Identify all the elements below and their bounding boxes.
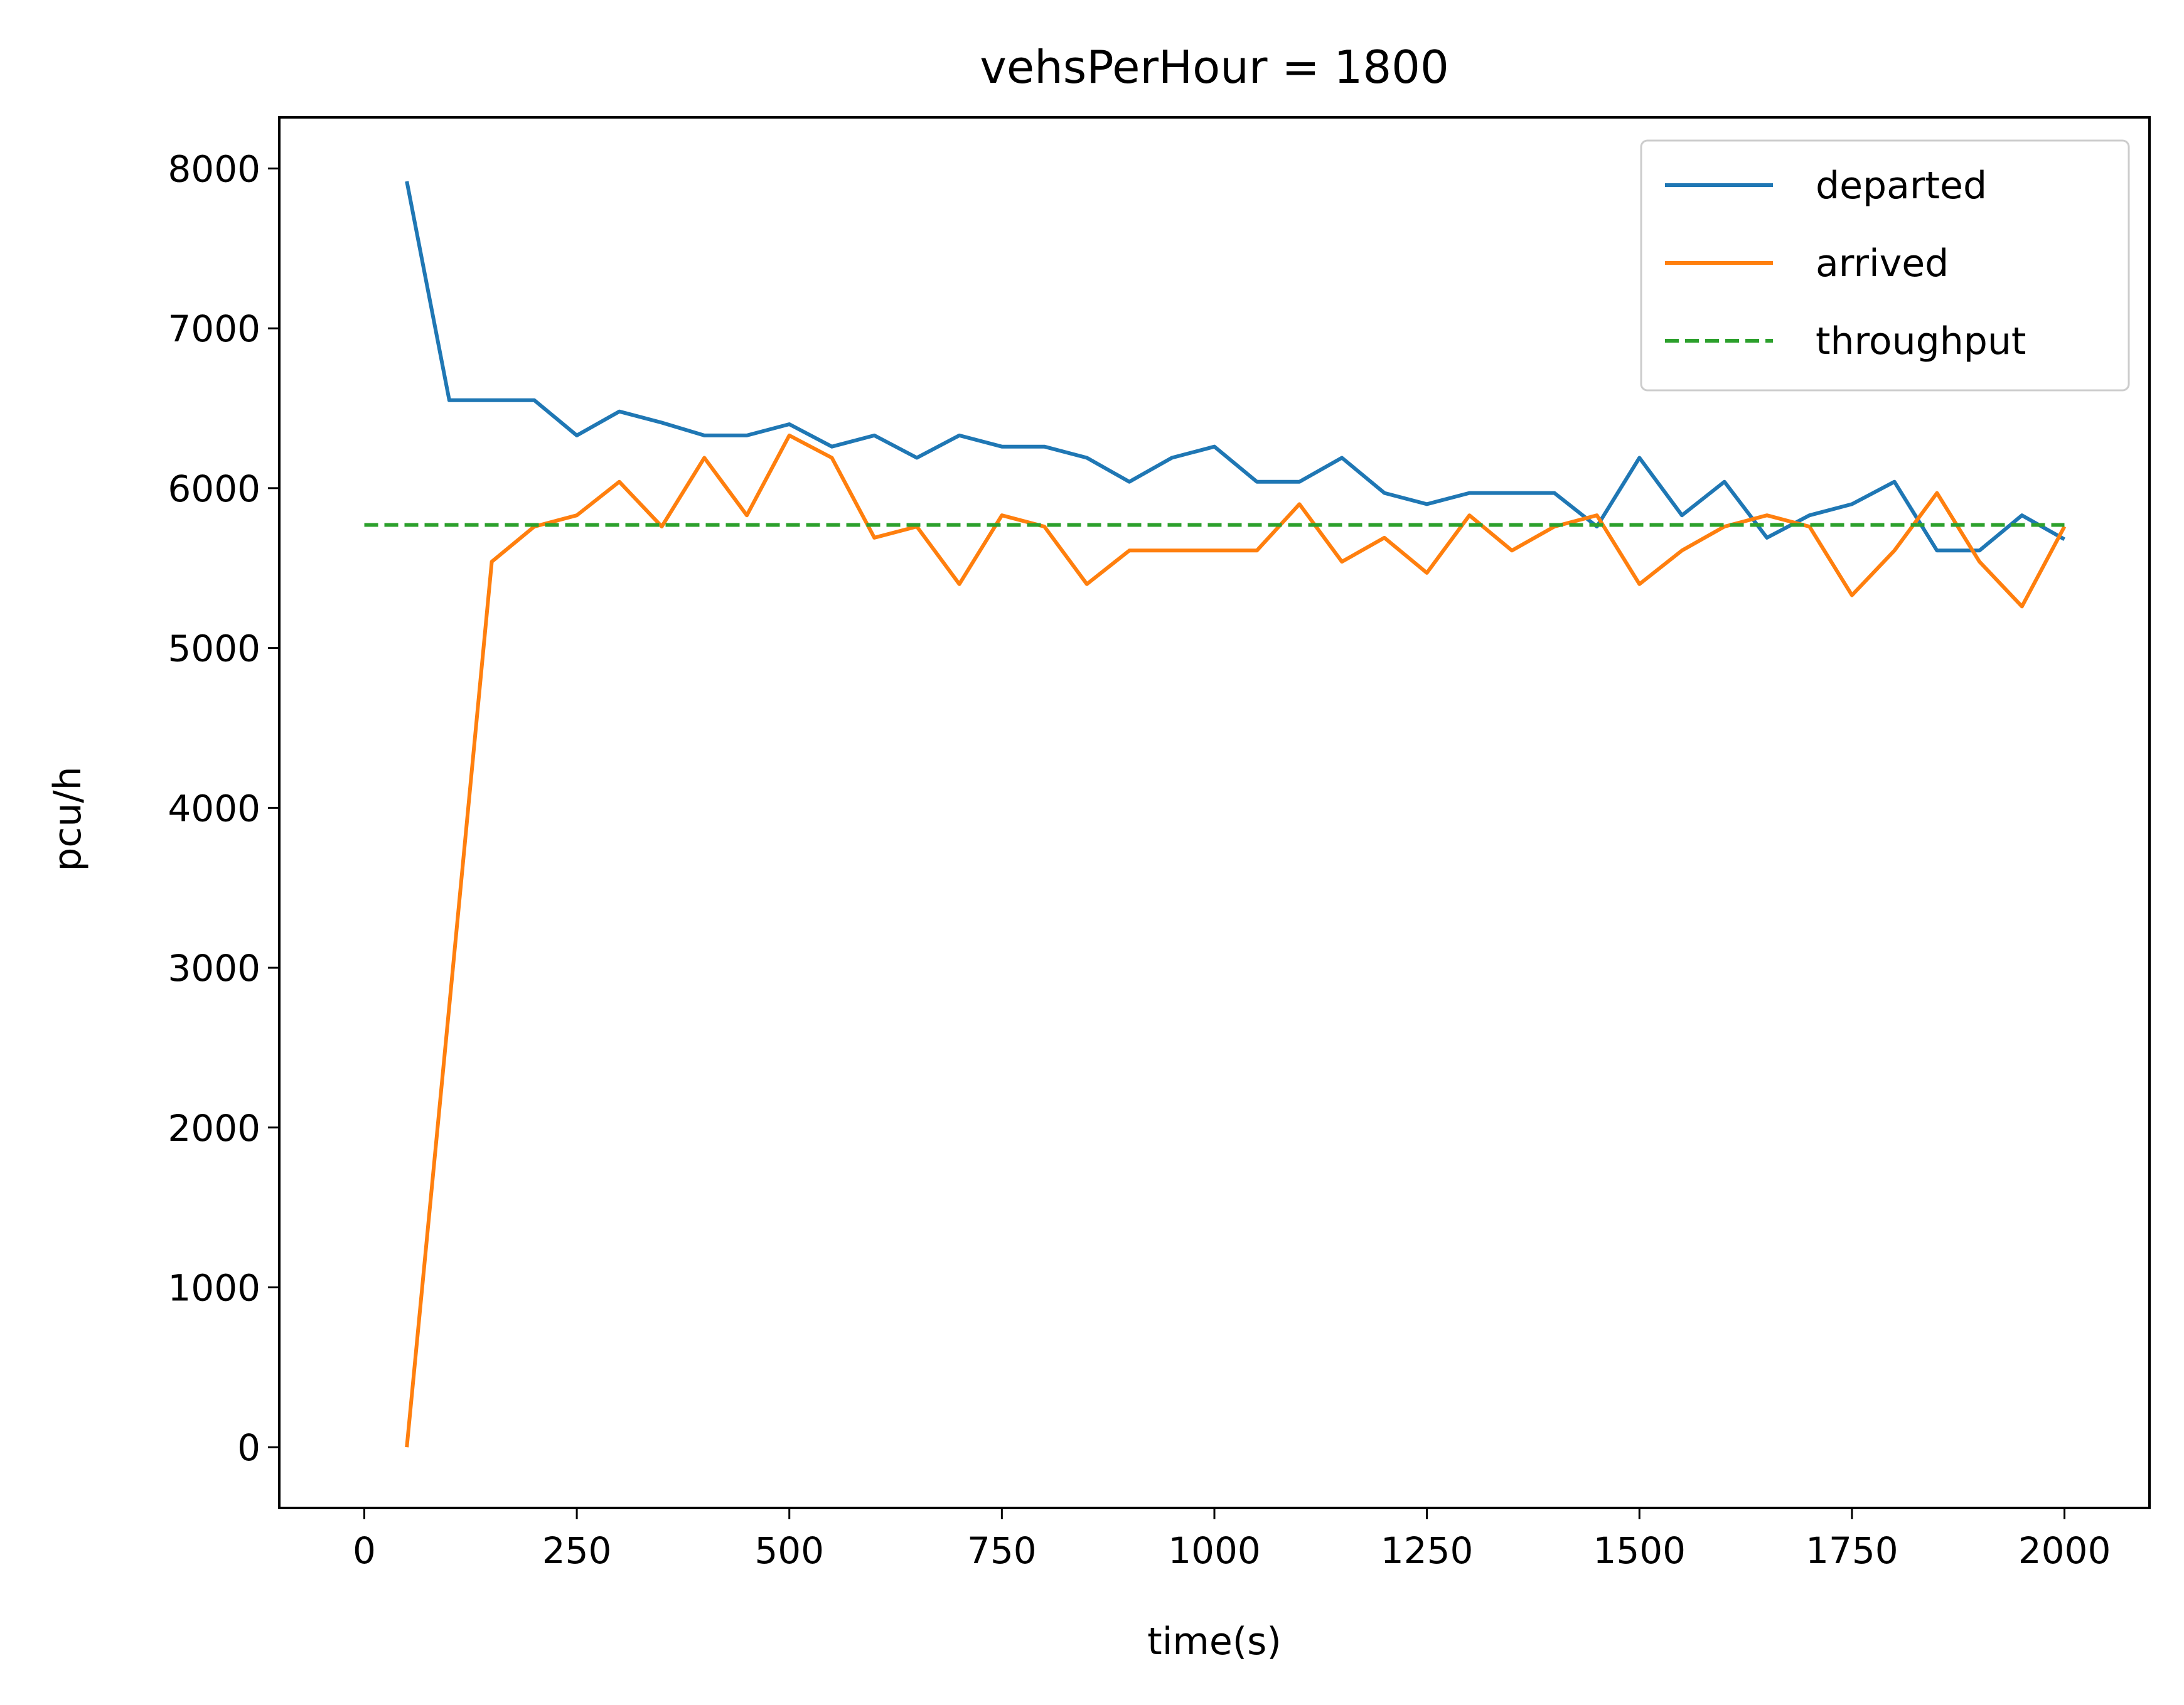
y-tick-label: 6000 — [168, 468, 260, 510]
y-tick-label: 8000 — [168, 148, 260, 191]
x-tick-label: 500 — [754, 1529, 824, 1572]
series-line-departed — [405, 181, 2065, 553]
legend-entry-arrived: arrived — [1665, 242, 1949, 286]
y-tick-label: 4000 — [168, 787, 260, 830]
x-axis: 0 250 500 750 1000 1250 1500 1750 2000 — [353, 1508, 2111, 1572]
y-tick-label: 1000 — [168, 1266, 260, 1309]
legend-box — [1640, 139, 2130, 392]
legend-label: throughput — [1816, 319, 2026, 363]
legend-label: arrived — [1816, 242, 1949, 286]
x-tick-label: 750 — [967, 1529, 1037, 1572]
x-tick-label: 1750 — [1806, 1529, 1898, 1572]
x-tick-label: 1000 — [1168, 1529, 1261, 1572]
series-layer — [364, 181, 2067, 1448]
legend-entry-departed: departed — [1665, 164, 1987, 208]
y-tick-label: 3000 — [168, 947, 260, 990]
legend: departed arrived throughput — [1640, 139, 2130, 392]
x-tick-label: 0 — [353, 1529, 376, 1572]
x-tick-label: 250 — [542, 1529, 612, 1572]
chart-title: vehsPerHour = 1800 — [980, 41, 1449, 94]
legend-label: departed — [1816, 164, 1987, 208]
y-axis: 0 1000 2000 3000 4000 5000 6000 7000 8000 — [168, 148, 279, 1469]
x-tick-label: 2000 — [2018, 1529, 2111, 1572]
legend-entry-throughput: throughput — [1665, 319, 2026, 363]
x-axis-label: time(s) — [1147, 1620, 1282, 1664]
x-tick-label: 1250 — [1381, 1529, 1474, 1572]
x-tick-label: 1500 — [1593, 1529, 1686, 1572]
y-tick-label: 5000 — [168, 628, 260, 670]
y-tick-label: 2000 — [168, 1107, 260, 1150]
y-tick-label: 7000 — [168, 307, 260, 350]
y-axis-label: pcu/h — [46, 766, 90, 871]
y-tick-label: 0 — [237, 1426, 260, 1469]
series-line-arrived — [405, 433, 2067, 1448]
